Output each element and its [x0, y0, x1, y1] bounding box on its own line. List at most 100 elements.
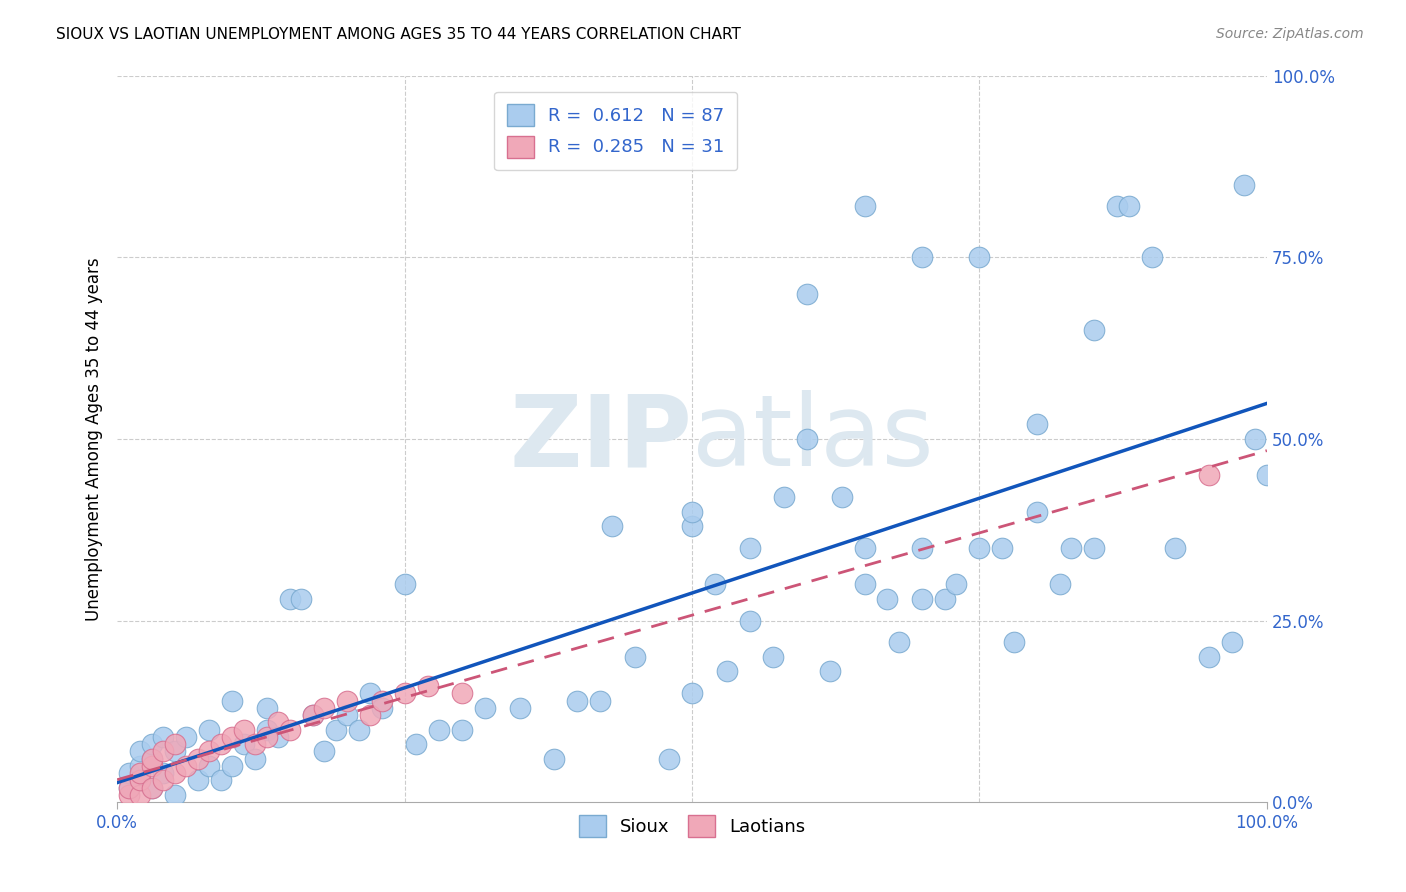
- Point: [623, 649, 645, 664]
- Point: [1026, 417, 1049, 432]
- Point: [129, 773, 152, 788]
- Point: [187, 752, 209, 766]
- Point: [543, 752, 565, 766]
- Point: [1049, 577, 1071, 591]
- Text: Source: ZipAtlas.com: Source: ZipAtlas.com: [1216, 27, 1364, 41]
- Point: [1002, 635, 1025, 649]
- Point: [1083, 541, 1105, 555]
- Point: [1083, 323, 1105, 337]
- Point: [118, 780, 141, 795]
- Point: [118, 788, 141, 802]
- Point: [831, 490, 853, 504]
- Point: [589, 693, 612, 707]
- Point: [209, 737, 232, 751]
- Point: [301, 708, 323, 723]
- Point: [198, 759, 221, 773]
- Point: [141, 780, 163, 795]
- Point: [232, 737, 254, 751]
- Point: [118, 766, 141, 780]
- Point: [887, 635, 910, 649]
- Point: [163, 788, 186, 802]
- Point: [267, 715, 290, 730]
- Point: [1233, 178, 1256, 192]
- Point: [818, 665, 841, 679]
- Point: [221, 759, 243, 773]
- Point: [876, 591, 898, 606]
- Point: [945, 577, 967, 591]
- Point: [209, 773, 232, 788]
- Point: [565, 693, 588, 707]
- Point: [681, 686, 703, 700]
- Point: [336, 708, 359, 723]
- Point: [416, 679, 439, 693]
- Point: [969, 250, 991, 264]
- Point: [934, 591, 956, 606]
- Point: [141, 752, 163, 766]
- Point: [256, 700, 278, 714]
- Point: [232, 723, 254, 737]
- Point: [911, 591, 934, 606]
- Point: [256, 730, 278, 744]
- Point: [370, 700, 392, 714]
- Point: [325, 723, 347, 737]
- Point: [243, 737, 266, 751]
- Point: [773, 490, 796, 504]
- Point: [716, 665, 738, 679]
- Point: [1140, 250, 1163, 264]
- Point: [129, 759, 152, 773]
- Point: [394, 577, 416, 591]
- Point: [301, 708, 323, 723]
- Point: [278, 723, 301, 737]
- Point: [761, 649, 783, 664]
- Point: [796, 432, 818, 446]
- Point: [314, 744, 336, 758]
- Point: [174, 759, 197, 773]
- Point: [738, 614, 761, 628]
- Legend: Sioux, Laotians: Sioux, Laotians: [571, 807, 813, 844]
- Point: [314, 700, 336, 714]
- Point: [336, 693, 359, 707]
- Point: [118, 780, 141, 795]
- Text: SIOUX VS LAOTIAN UNEMPLOYMENT AMONG AGES 35 TO 44 YEARS CORRELATION CHART: SIOUX VS LAOTIAN UNEMPLOYMENT AMONG AGES…: [56, 27, 741, 42]
- Point: [738, 541, 761, 555]
- Point: [290, 591, 312, 606]
- Point: [911, 541, 934, 555]
- Point: [359, 708, 381, 723]
- Point: [1244, 432, 1267, 446]
- Point: [394, 686, 416, 700]
- Point: [853, 577, 876, 591]
- Point: [141, 752, 163, 766]
- Point: [152, 744, 174, 758]
- Point: [1198, 649, 1220, 664]
- Point: [600, 519, 623, 533]
- Point: [141, 737, 163, 751]
- Point: [509, 700, 531, 714]
- Point: [359, 686, 381, 700]
- Point: [129, 788, 152, 802]
- Point: [853, 199, 876, 213]
- Point: [681, 505, 703, 519]
- Point: [129, 766, 152, 780]
- Point: [129, 744, 152, 758]
- Point: [152, 766, 174, 780]
- Point: [681, 519, 703, 533]
- Point: [278, 591, 301, 606]
- Point: [256, 723, 278, 737]
- Point: [1118, 199, 1140, 213]
- Point: [1060, 541, 1083, 555]
- Point: [198, 723, 221, 737]
- Point: [796, 286, 818, 301]
- Y-axis label: Unemployment Among Ages 35 to 44 years: Unemployment Among Ages 35 to 44 years: [86, 257, 103, 621]
- Point: [405, 737, 427, 751]
- Point: [152, 730, 174, 744]
- Point: [991, 541, 1014, 555]
- Point: [141, 780, 163, 795]
- Point: [152, 773, 174, 788]
- Point: [243, 752, 266, 766]
- Point: [853, 541, 876, 555]
- Point: [427, 723, 450, 737]
- Point: [187, 773, 209, 788]
- Point: [911, 250, 934, 264]
- Point: [163, 737, 186, 751]
- Point: [1256, 468, 1278, 483]
